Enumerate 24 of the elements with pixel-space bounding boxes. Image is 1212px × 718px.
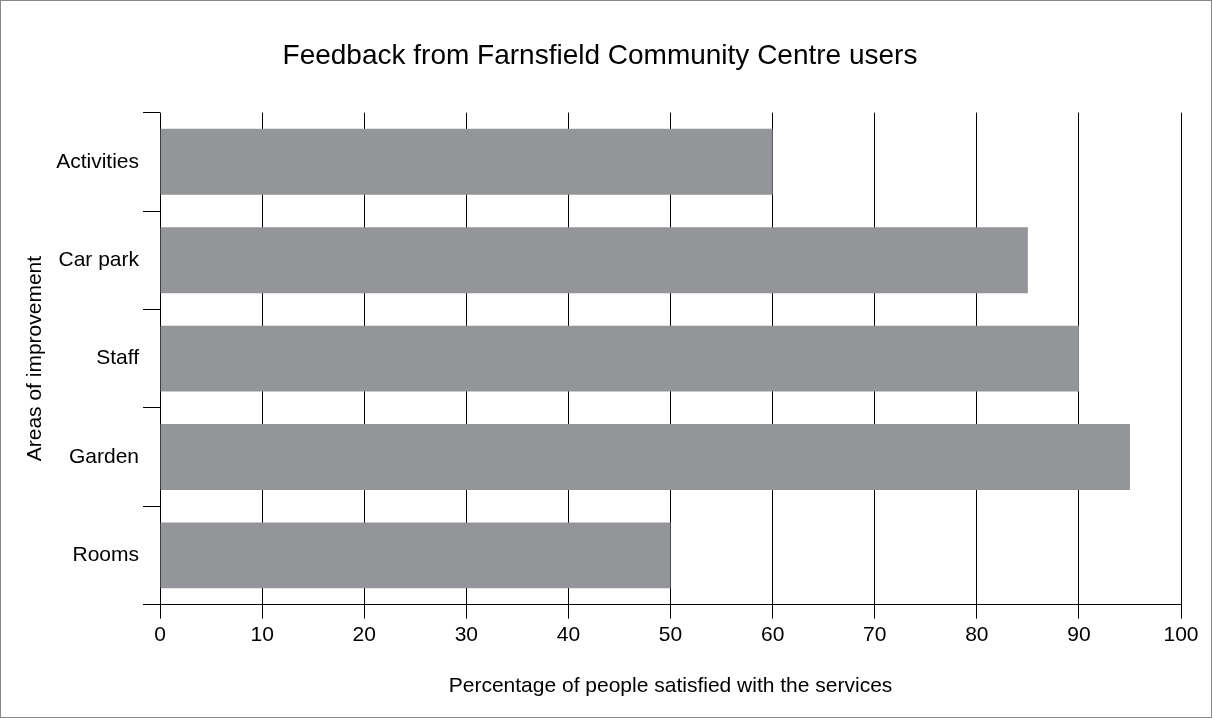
x-tick-label: 10 — [250, 622, 274, 645]
y-tick-label: Staff — [96, 345, 140, 369]
x-tick-label: 60 — [760, 622, 785, 645]
chart-title: Feedback from Farnsfield Community Centre users — [282, 38, 918, 70]
y-tick-label: Garden — [69, 443, 140, 467]
y-tick-label: Rooms — [72, 542, 140, 566]
x-tick-label: 40 — [556, 622, 581, 645]
bar — [160, 424, 1130, 490]
x-tick-label: 70 — [863, 622, 887, 645]
x-tick-label: 80 — [965, 622, 989, 645]
x-tick-label: 100 — [1163, 622, 1199, 645]
x-tick-label: 90 — [1067, 622, 1091, 645]
x-tick-label: 0 — [154, 622, 166, 645]
bar — [160, 227, 1028, 294]
x-tick-label: 20 — [352, 622, 376, 645]
x-axis-title: Percentage of people satisfied with the services — [448, 673, 893, 697]
bar — [160, 128, 773, 195]
x-tick-label: 30 — [454, 622, 479, 645]
y-axis-title: Areas of improvement — [22, 255, 46, 462]
x-tick-label: 50 — [658, 622, 683, 645]
bar — [160, 522, 671, 589]
y-tick-label: Activities — [56, 148, 140, 172]
bar — [160, 325, 1079, 392]
y-tick-label: Car park — [58, 247, 140, 270]
